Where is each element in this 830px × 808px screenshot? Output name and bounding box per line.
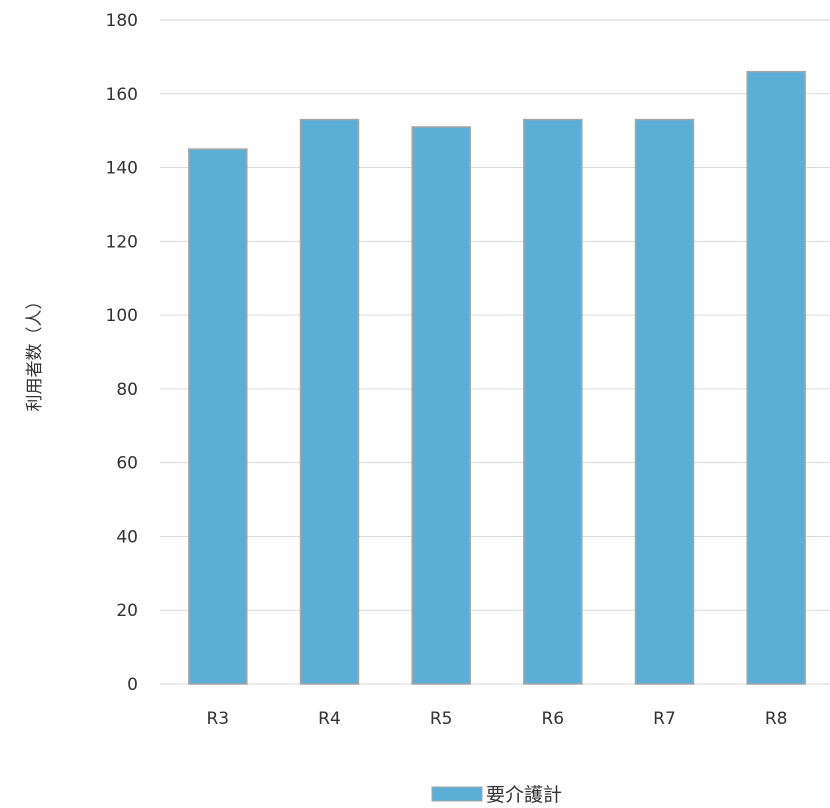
- bar-r7: [634, 118, 695, 685]
- y-tick-label: 100: [106, 306, 138, 326]
- bar-r3: [188, 148, 248, 685]
- x-tick-label: R8: [765, 709, 788, 729]
- x-tick-label: R4: [318, 709, 341, 729]
- y-tick-label: 60: [116, 454, 138, 474]
- legend: 要介護計: [431, 784, 562, 806]
- y-axis-ticks: 0 20 40 60 80 100 120 140 160 180: [106, 11, 138, 695]
- y-axis-title: 利用者数（人）: [25, 293, 45, 412]
- x-tick-label: R7: [653, 709, 676, 729]
- x-tick-label: R3: [207, 709, 230, 729]
- x-tick-label: R5: [430, 709, 453, 729]
- gridlines: [160, 19, 830, 685]
- bar-r4: [299, 118, 360, 685]
- bar-r5: [411, 126, 471, 685]
- y-tick-label: 120: [106, 232, 138, 252]
- y-tick-label: 0: [127, 675, 138, 695]
- y-tick-label: 80: [116, 380, 138, 400]
- y-tick-label: 140: [106, 159, 138, 179]
- legend-swatch: [431, 786, 483, 802]
- x-axis-ticks: R3 R4 R5 R6 R7 R8: [207, 709, 788, 729]
- bars: [188, 70, 806, 685]
- y-tick-label: 160: [106, 85, 138, 105]
- bar-r6: [523, 118, 583, 685]
- y-tick-label: 20: [116, 601, 138, 621]
- legend-label: 要介護計: [486, 784, 562, 806]
- y-tick-label: 180: [106, 11, 138, 31]
- y-tick-label: 40: [116, 527, 138, 547]
- bar-r8: [746, 70, 806, 685]
- x-tick-label: R6: [542, 709, 565, 729]
